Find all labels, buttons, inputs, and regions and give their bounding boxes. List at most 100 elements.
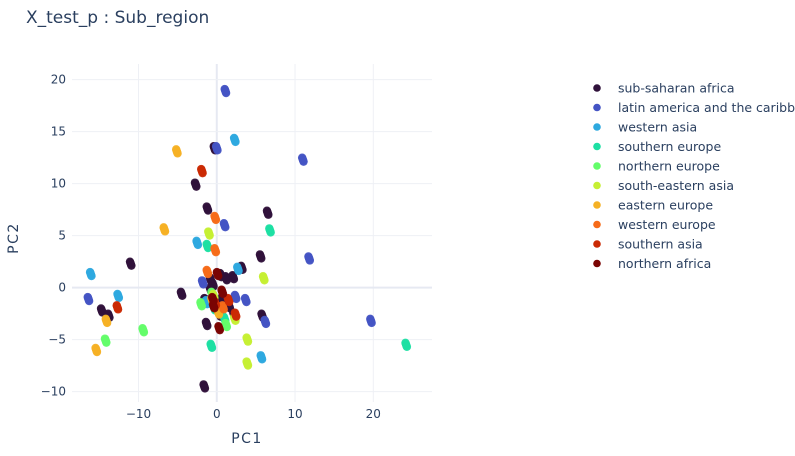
data-point	[265, 224, 275, 237]
data-point	[202, 265, 213, 279]
legend-marker	[593, 142, 601, 151]
data-point	[258, 272, 269, 285]
data-point	[202, 239, 213, 253]
x-axis-ticks: −10 0 10 20	[126, 407, 381, 421]
data-point	[217, 285, 228, 298]
legend-item[interactable]: western asia	[593, 120, 697, 135]
legend-item[interactable]: northern europe	[593, 159, 720, 174]
data-point	[219, 219, 230, 232]
data-point	[91, 343, 102, 357]
x-tick-label: 10	[287, 407, 302, 421]
data-point	[229, 133, 240, 147]
y-tick-label: 0	[58, 281, 66, 295]
data-point	[228, 271, 239, 284]
y-tick-label: 5	[58, 229, 66, 243]
data-point	[204, 227, 214, 240]
data-point	[212, 267, 223, 281]
data-point	[85, 267, 96, 281]
legend-marker	[593, 181, 601, 190]
data-point	[242, 333, 253, 346]
data-point	[210, 243, 221, 257]
data-point	[125, 257, 136, 270]
chart-title: X_test_p : Sub_region	[26, 8, 209, 28]
legend-marker	[593, 240, 601, 248]
legend-marker	[593, 123, 601, 131]
data-point	[159, 223, 170, 236]
data-point	[220, 84, 231, 98]
data-point	[83, 292, 94, 306]
data-point	[233, 262, 243, 276]
data-point	[297, 153, 308, 166]
data-point	[201, 317, 212, 331]
data-point	[176, 287, 187, 301]
y-tick-label: −5	[48, 333, 66, 347]
legend-label: northern europe	[618, 159, 720, 174]
data-point	[260, 315, 271, 329]
legend-marker	[593, 162, 601, 170]
data-point	[192, 236, 203, 250]
data-point	[211, 142, 222, 155]
data-point	[100, 334, 111, 347]
legend-label: southern europe	[618, 139, 721, 154]
legend[interactable]: sub-saharan africa latin america and the …	[593, 81, 795, 272]
grid	[72, 64, 432, 402]
legend-label: western europe	[618, 217, 716, 232]
x-tick-label: −10	[126, 407, 151, 421]
legend-label: south-eastern asia	[618, 178, 734, 193]
legend-item[interactable]: latin america and the caribbean	[593, 100, 795, 115]
data-point	[101, 314, 112, 328]
data-point	[230, 290, 241, 304]
data-point	[190, 178, 201, 191]
data-point	[197, 164, 207, 178]
legend-item[interactable]: northern africa	[593, 256, 711, 271]
data-point	[208, 300, 219, 313]
data-point	[112, 301, 123, 314]
data-point	[197, 276, 208, 289]
data-point	[221, 272, 232, 285]
legend-marker	[593, 220, 601, 229]
data-point	[199, 380, 210, 393]
x-tick-label: 20	[366, 407, 381, 421]
data-point	[240, 293, 251, 307]
x-axis-title: PC1	[231, 431, 263, 447]
data-point	[262, 206, 273, 219]
y-axis-ticks: −10 −5 0 5 10 15 20	[41, 73, 66, 399]
data-point	[210, 211, 221, 225]
data-point	[206, 339, 217, 353]
data-points	[83, 84, 412, 393]
y-axis-title: PC2	[6, 222, 22, 254]
data-point	[138, 324, 149, 337]
legend-item[interactable]: sub-saharan africa	[593, 81, 735, 96]
legend-item[interactable]: southern asia	[593, 237, 703, 252]
legend-label: eastern europe	[618, 198, 713, 213]
data-point	[401, 338, 412, 351]
legend-marker	[593, 259, 601, 268]
data-point	[171, 145, 182, 158]
data-point	[256, 351, 267, 364]
x-tick-label: 0	[213, 407, 221, 421]
data-point	[304, 252, 315, 265]
data-point	[223, 293, 234, 307]
legend-item[interactable]: eastern europe	[593, 198, 713, 213]
legend-label: latin america and the caribbean	[618, 100, 795, 115]
data-point	[96, 304, 107, 317]
y-tick-label: 10	[51, 177, 66, 191]
data-point	[214, 321, 225, 335]
legend-label: sub-saharan africa	[618, 81, 735, 96]
y-tick-label: 15	[51, 125, 66, 139]
legend-marker	[593, 201, 601, 209]
legend-item[interactable]: south-eastern asia	[593, 178, 734, 193]
legend-label: northern africa	[618, 256, 711, 271]
legend-item[interactable]: western europe	[593, 217, 716, 232]
legend-label: western asia	[618, 120, 697, 135]
legend-item[interactable]: southern europe	[593, 139, 721, 154]
data-point	[218, 301, 228, 314]
y-tick-label: −10	[41, 385, 66, 399]
data-point	[113, 289, 124, 303]
data-point	[230, 308, 241, 321]
data-point	[196, 298, 207, 311]
y-tick-label: 20	[51, 73, 66, 87]
data-point	[366, 314, 376, 328]
